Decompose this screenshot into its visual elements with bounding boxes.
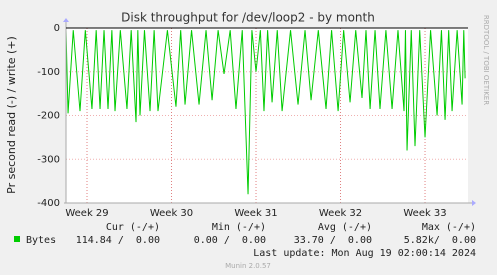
y-tick-label: -100 — [37, 67, 60, 78]
legend-header: Avg (-/+) — [318, 222, 372, 233]
y-tick-label: -200 — [37, 111, 60, 122]
legend-value: 114.84 / 0.00 — [76, 235, 160, 246]
axis-arrow — [63, 18, 69, 22]
plot: 0 -100 -200 -300 -400 Week 29 Week 30 Week 31 We… — [37, 18, 476, 219]
chart-title: Disk throughput for /dev/loop2 - by mont… — [121, 11, 375, 25]
legend-header: Max (-/+) — [422, 222, 476, 233]
x-tick-label: Week 31 — [234, 208, 277, 219]
legend-value: 33.70 / 0.00 — [294, 235, 372, 246]
last-update: Last update: Mon Aug 19 02:00:14 2024 — [253, 248, 476, 259]
axis-arrow — [472, 200, 476, 206]
y-tick-label: -300 — [37, 154, 60, 165]
legend-header: Min (-/+) — [212, 222, 266, 233]
legend-header: Cur (-/+) — [106, 222, 160, 233]
x-tick-label: Week 32 — [319, 208, 362, 219]
y-tick-label: 0 — [54, 23, 60, 34]
x-tick-label: Week 33 — [403, 208, 446, 219]
legend-value: 5.82k/ 0.00 — [404, 235, 476, 246]
x-tick-label: Week 29 — [65, 208, 108, 219]
legend-swatch — [14, 236, 20, 242]
x-tick-label: Week 30 — [150, 208, 193, 219]
y-tick-label: -400 — [37, 198, 60, 209]
data-line — [65, 30, 466, 195]
side-text: RRDTOOL / TOBI OETIKER — [482, 15, 490, 105]
y-axis-label: Pr second read (-) / write (+) — [5, 36, 18, 194]
footer: Munin 2.0.57 — [225, 262, 271, 270]
legend-value: 0.00 / 0.00 — [194, 235, 266, 246]
legend-entry: Bytes — [26, 235, 56, 246]
